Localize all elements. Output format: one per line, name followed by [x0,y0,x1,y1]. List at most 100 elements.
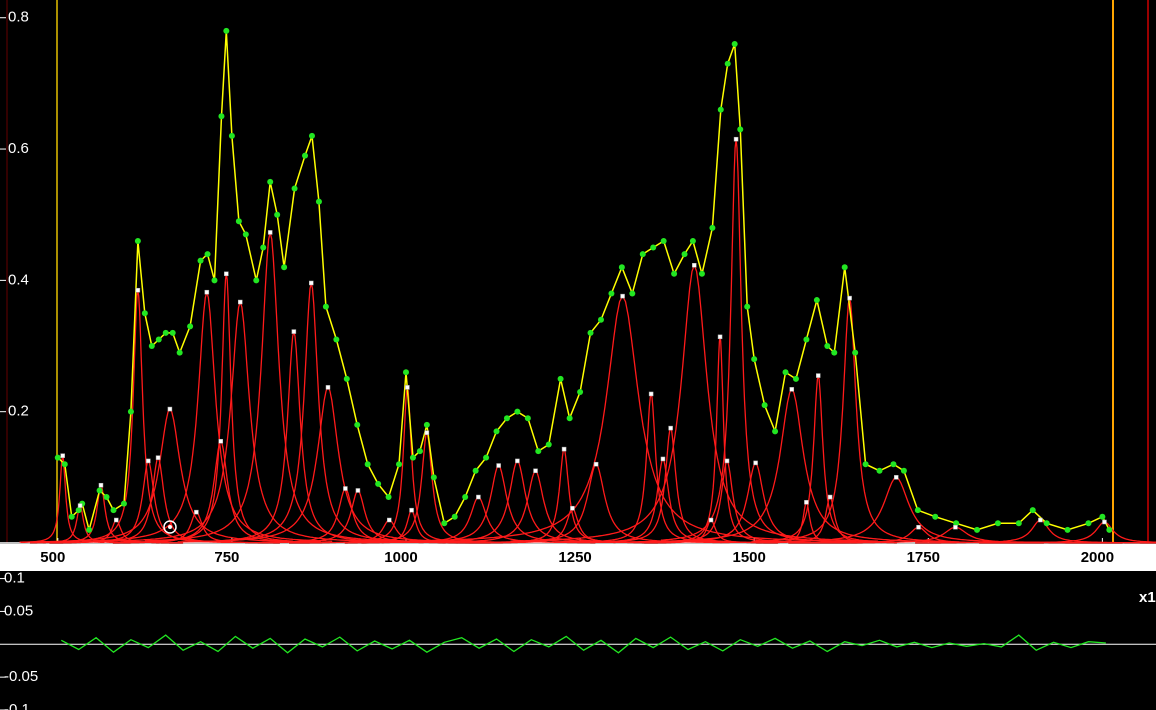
data-point [204,251,211,258]
data-point [557,375,564,382]
data-point [744,303,751,310]
data-point [737,126,744,133]
data-point [343,375,350,382]
data-point [120,500,127,507]
data-point [953,520,960,527]
peak-marker [893,475,899,480]
data-point [566,415,573,422]
data-point [862,461,869,468]
cursor [163,520,177,534]
data-point [890,461,897,468]
data-point [385,494,392,501]
y-tick-label: 0.05 [4,602,33,619]
residual-plot: 0.1 0.05 -0.05 -0.1 x1 [0,570,1156,710]
peak-marker [409,507,414,513]
data-point [409,454,416,461]
peak-marker [816,373,821,378]
data-point [772,428,779,435]
data-point [629,290,636,297]
peak-marker [387,517,392,523]
data-point [75,507,82,514]
peak-marker [135,287,141,293]
peak-marker [343,486,348,491]
data-point [441,520,448,527]
data-point [462,494,469,501]
data-point [824,343,831,350]
data-point [709,224,716,231]
data-point [333,336,340,343]
y-tick-label: -0.05 [4,668,38,685]
data-point [914,507,921,514]
data-point [831,349,838,356]
data-point [68,513,75,520]
peak-marker [325,385,331,390]
data-point [876,467,883,474]
peak-marker [309,280,314,286]
peak-marker [708,517,714,523]
data-point [587,329,594,336]
data-point [577,388,584,395]
data-point [148,343,155,350]
data-point [228,132,235,139]
data-point [782,369,789,376]
data-point [1099,513,1106,520]
data-point [608,290,615,297]
data-point [731,40,738,47]
data-point [681,251,688,258]
data-point [852,349,859,356]
peak-marker [733,136,739,142]
x-tick-label: 1000 [384,549,417,566]
peak-marker [238,299,243,305]
data-point [162,329,169,336]
data-point [187,323,194,330]
data-point [1064,526,1071,533]
data-point [472,467,479,474]
peak-marker [194,509,199,515]
peak-marker [804,500,809,505]
x-tick-label: 1750 [907,549,940,566]
data-point [96,487,103,494]
data-point [274,211,281,218]
peak-marker [496,463,501,468]
data-point [932,513,939,520]
peak-marker [291,329,297,334]
data-point [841,264,848,271]
peak-marker [355,488,361,493]
data-point [535,448,542,455]
data-point [514,408,521,415]
cursor-dot [168,525,172,529]
peak-marker [218,438,224,444]
peak-marker [267,230,273,235]
data-point [761,402,768,409]
peak-marker [204,289,210,295]
data-point [242,231,249,238]
data-point [503,415,510,422]
data-point [724,60,731,67]
x-tick-label: 1500 [732,549,765,566]
data-point [61,461,68,468]
y-tick-label: -0.1 [4,701,30,710]
peak-marker [77,503,83,508]
peak-marker [789,387,795,392]
peak-marker [114,517,119,523]
data-point [141,310,148,317]
data-point [260,244,267,251]
peak-marker [224,271,229,277]
data-point [169,329,176,336]
data-point [110,507,117,514]
residual-line [60,634,1106,654]
peak-marker [660,456,666,462]
data-point [717,106,724,113]
data-point [134,237,141,244]
data-point [751,356,758,363]
data-point [900,467,907,474]
data-point [639,251,646,258]
data-point [650,244,657,251]
data-point [54,454,61,461]
peak-marker [648,391,654,397]
data-point [354,421,361,428]
y-tick-label: 0.6 [8,140,29,157]
peak-marker [60,453,65,458]
